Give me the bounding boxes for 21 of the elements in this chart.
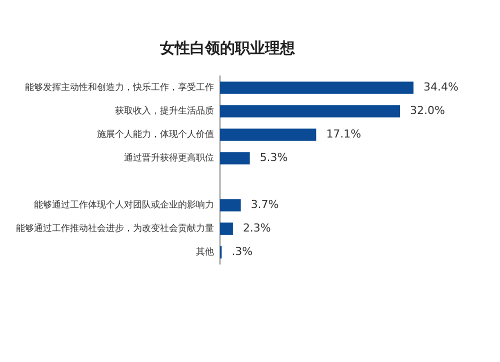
data-label: 2.3% [242, 222, 271, 235]
y-tick-label: 能够发挥主动性和创造力，快乐工作，享受工作 [25, 82, 214, 94]
bar [220, 128, 316, 141]
chart-title: 女性白领的职业理想 [159, 38, 296, 57]
y-tick-label: 施展个人能力，体现个人价值 [97, 129, 214, 140]
y-tick-label: 获取收入，提升生活品质 [115, 106, 214, 117]
y-tick-label: 能够通过工作推动社会进步，为改变社会贡献力量 [16, 223, 214, 234]
bar [220, 152, 250, 164]
data-label: 32.0% [410, 104, 445, 118]
bar [220, 105, 400, 118]
bar [220, 199, 241, 212]
bar [220, 222, 233, 235]
data-label: 17.1% [326, 128, 362, 141]
bar [220, 82, 414, 94]
data-label: 34.4% [424, 80, 458, 94]
data-label: 3.7% [250, 198, 279, 212]
data-label: 5.3% [260, 151, 288, 164]
y-tick-label: 其他 [196, 246, 214, 258]
data-label: .3% [232, 245, 253, 258]
y-tick-label: 通过晋升获得更高职位 [124, 152, 214, 164]
y-tick-label: 能够通过工作体现个人对团队或企业的影响力 [34, 200, 214, 211]
